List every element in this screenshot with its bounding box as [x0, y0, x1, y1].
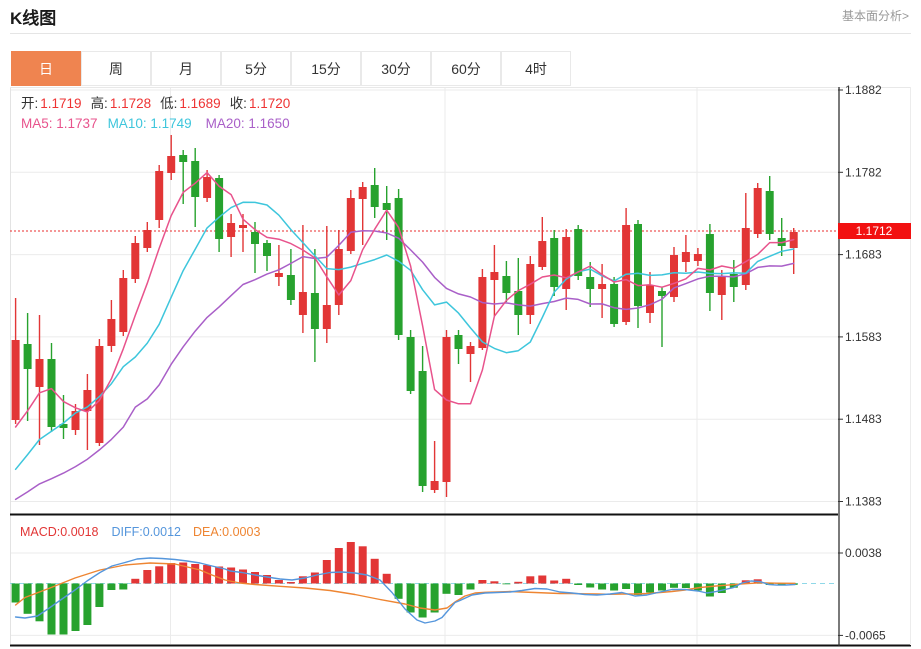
svg-text:1.1712: 1.1712	[856, 224, 893, 238]
svg-text:1.1782: 1.1782	[845, 165, 882, 179]
svg-text:-0.0065: -0.0065	[845, 628, 886, 642]
svg-text:1.1383: 1.1383	[845, 495, 882, 509]
svg-text:0.0038: 0.0038	[845, 546, 882, 560]
svg-text:1.1583: 1.1583	[845, 330, 882, 344]
svg-text:1.1683: 1.1683	[845, 248, 882, 262]
svg-text:1.1483: 1.1483	[845, 412, 882, 426]
svg-text:1.1882: 1.1882	[845, 83, 882, 97]
